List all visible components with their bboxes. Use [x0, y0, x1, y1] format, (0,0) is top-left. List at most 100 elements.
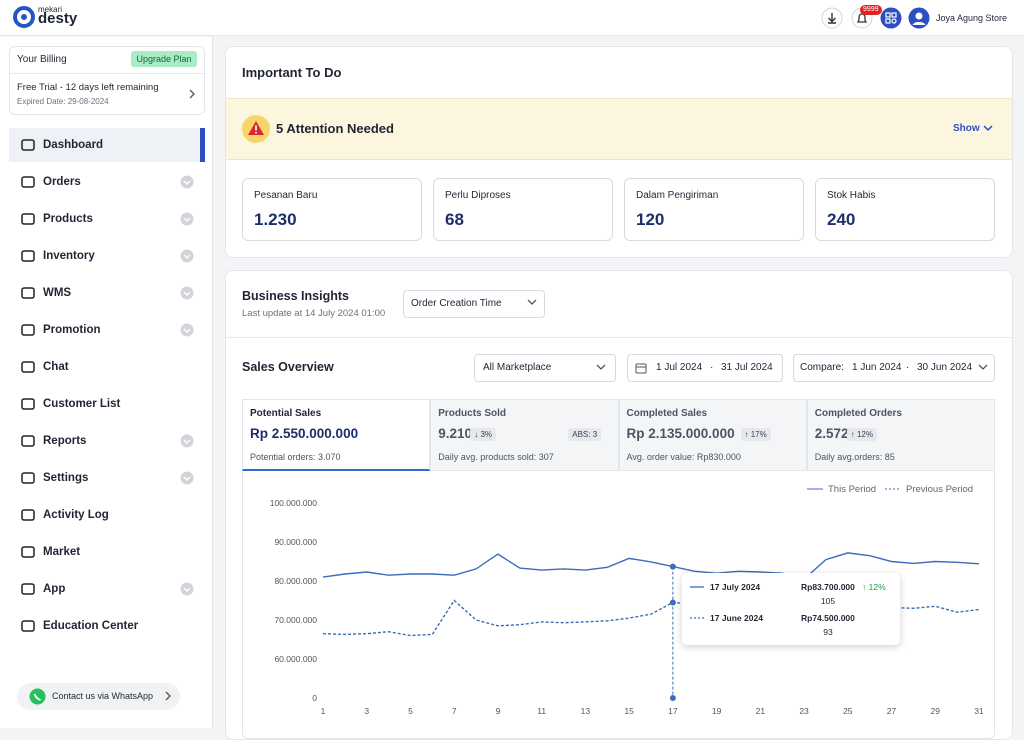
- hover-dot: [670, 564, 676, 570]
- x-tick-label: 7: [452, 706, 457, 716]
- nav-item[interactable]: Market: [43, 544, 80, 560]
- nav-icon: [20, 433, 36, 449]
- nav-item[interactable]: Customer List: [43, 396, 120, 412]
- x-tick-label: 17: [668, 706, 678, 716]
- expand-icon[interactable]: [180, 323, 194, 337]
- chevron: [978, 364, 988, 372]
- tooltip-date: 17 July 2024: [710, 579, 760, 595]
- whatsapp-icon: [29, 688, 46, 705]
- nav-icon: [20, 507, 36, 523]
- y-tick-label: 0: [312, 693, 317, 703]
- show-button[interactable]: Show: [953, 121, 980, 137]
- expand-icon[interactable]: [180, 471, 194, 485]
- date-sep: ·: [710, 360, 713, 376]
- nav-item[interactable]: Chat: [43, 359, 69, 375]
- tooltip-date: 17 June 2024: [710, 610, 763, 626]
- x-tick-label: 9: [496, 706, 501, 716]
- x-tick-label: 11: [537, 706, 546, 716]
- x-tick-label: 27: [887, 706, 897, 716]
- metric-change: ↑ 12%: [847, 428, 877, 441]
- billing-divider: [10, 73, 204, 74]
- store-name[interactable]: Joya Agung Store: [936, 10, 1007, 26]
- nav-item[interactable]: Promotion: [43, 322, 101, 338]
- nav-icon: [20, 248, 36, 264]
- metric-value: 9.210: [438, 426, 472, 442]
- compare-label: Compare:: [800, 360, 844, 376]
- nav-icon: [20, 322, 36, 338]
- hover-dot: [670, 599, 676, 605]
- metric-title: Products Sold: [438, 406, 506, 422]
- nav-item[interactable]: Education Center: [43, 618, 138, 634]
- insights-title: Business Insights: [242, 288, 349, 304]
- apps-button[interactable]: [880, 7, 902, 29]
- download-button[interactable]: [821, 7, 843, 29]
- chevron: [596, 364, 606, 372]
- metric-title: Potential Sales: [250, 406, 321, 422]
- compare-from: 1 Jun 2024: [852, 360, 902, 376]
- metric-title: Completed Orders: [815, 406, 902, 422]
- nav-icon: [20, 174, 36, 190]
- nav-icon: [20, 137, 36, 153]
- nav-item[interactable]: App: [43, 581, 65, 597]
- tooltip-change: ↑ 12%: [862, 579, 886, 595]
- date-sep: ·: [906, 360, 909, 376]
- upgrade-button[interactable]: Upgrade Plan: [131, 51, 197, 67]
- compare-to: 30 Jun 2024: [917, 360, 972, 376]
- x-tick-label: 29: [931, 706, 941, 716]
- time-filter-text: Order Creation Time: [411, 296, 502, 312]
- chevron: [187, 88, 197, 100]
- metric-sub: Daily avg. products sold: 307: [438, 449, 554, 465]
- stat-label: Stok Habis: [827, 188, 875, 204]
- nav-item[interactable]: Settings: [43, 470, 88, 486]
- expand-icon[interactable]: [180, 175, 194, 189]
- warning-icon: [242, 115, 270, 143]
- nav-icon: [20, 618, 36, 634]
- metric-value: 2.572: [815, 426, 849, 442]
- tooltip-swatch: [690, 616, 704, 620]
- expand-icon[interactable]: [180, 582, 194, 596]
- nav-active-bg: [9, 128, 205, 162]
- expand-icon[interactable]: [180, 286, 194, 300]
- stat-label: Pesanan Baru: [254, 188, 317, 204]
- avatar[interactable]: [908, 7, 930, 29]
- stat-value: 1.230: [254, 210, 297, 230]
- tooltip-swatch: [690, 585, 704, 589]
- stat-label: Perlu Diproses: [445, 188, 511, 204]
- tooltip-count: 93: [800, 624, 856, 640]
- divider: [226, 337, 1012, 338]
- brand: desty: [38, 11, 77, 27]
- x-tick-label: 25: [843, 706, 853, 716]
- expand-icon[interactable]: [180, 212, 194, 226]
- nav-icon: [20, 544, 36, 560]
- metric-change: ↓ 3%: [470, 428, 496, 441]
- expand-icon[interactable]: [180, 434, 194, 448]
- nav-icon: [20, 359, 36, 375]
- tooltip-count: 105: [800, 593, 856, 609]
- y-tick-label: 90.000.000: [274, 537, 317, 547]
- nav-item[interactable]: Activity Log: [43, 507, 109, 523]
- nav-item[interactable]: Products: [43, 211, 93, 227]
- expiry-text: Expired Date: 29-08-2024: [17, 94, 109, 110]
- hover-base: [670, 695, 676, 701]
- metric-value: Rp 2.550.000.000: [250, 426, 358, 442]
- date-to: 31 Jul 2024: [721, 360, 773, 376]
- nav-item[interactable]: Orders: [43, 174, 81, 190]
- nav-item[interactable]: Dashboard: [43, 137, 103, 153]
- nav-item[interactable]: WMS: [43, 285, 71, 301]
- expand-icon[interactable]: [180, 249, 194, 263]
- chevron: [982, 124, 994, 134]
- x-tick-label: 31: [974, 706, 984, 716]
- nav-icon: [20, 396, 36, 412]
- chevron: [527, 299, 537, 307]
- x-tick-label: 3: [364, 706, 369, 716]
- metric-sub: Potential orders: 3.070: [250, 449, 341, 465]
- nav-item[interactable]: Inventory: [43, 248, 95, 264]
- nav-item[interactable]: Reports: [43, 433, 86, 449]
- nav-icon: [20, 285, 36, 301]
- todo-title: Important To Do: [242, 65, 341, 81]
- legend-label: Previous Period: [906, 484, 973, 495]
- attention-text: 5 Attention Needed: [276, 121, 394, 137]
- x-tick-label: 19: [712, 706, 722, 716]
